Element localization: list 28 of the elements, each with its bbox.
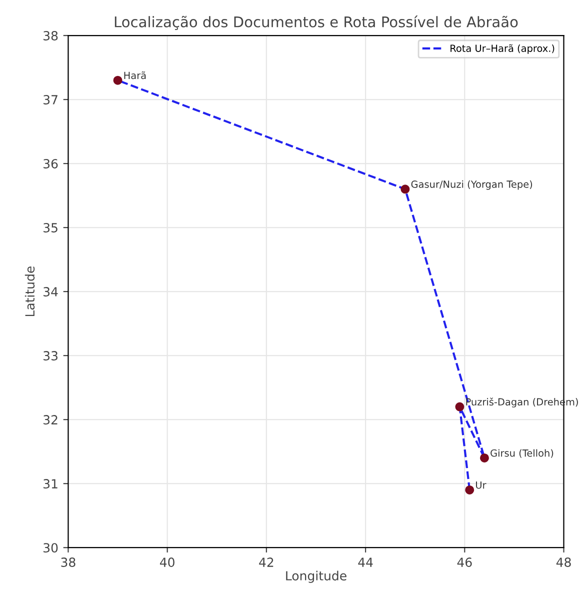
y-tick-label: 30	[44, 543, 58, 553]
point	[400, 184, 410, 194]
point	[465, 485, 474, 494]
x-tick-label: 44	[358, 558, 373, 567]
annotation: Ur	[476, 482, 486, 489]
point	[455, 402, 464, 412]
annotation: Harã	[124, 71, 146, 80]
annotation: Gasur/Nuzi (Yorgan Tepe)	[411, 180, 532, 190]
y-tick-label: 31	[44, 479, 58, 489]
x-axis-title: Longitude	[286, 570, 346, 583]
x-tick-label: 46	[457, 558, 472, 567]
y-tick-label: 34	[44, 287, 58, 296]
x-tick-label: 42	[259, 558, 274, 567]
point	[480, 453, 489, 462]
x-tick-label: 38	[61, 558, 76, 567]
y-axis-title: Latitude	[24, 266, 35, 316]
annotation: Girsu (Telloh)	[490, 449, 554, 458]
legend-label: Rota Ur–Harã (aprox.)	[450, 44, 554, 54]
x-tick-label: 40	[160, 558, 174, 567]
x-tick-label: 48	[556, 558, 571, 567]
y-tick-label: 37	[44, 95, 58, 104]
y-tick-label: 35	[44, 223, 58, 232]
chart-title: Localização dos Documentos e Rota Possível de Abraão	[114, 16, 518, 30]
y-tick-label: 32	[44, 415, 58, 425]
y-tick-label: 33	[44, 351, 58, 360]
point	[113, 76, 122, 85]
y-tick-label: 36	[44, 159, 58, 168]
y-tick-label: 38	[44, 30, 58, 40]
